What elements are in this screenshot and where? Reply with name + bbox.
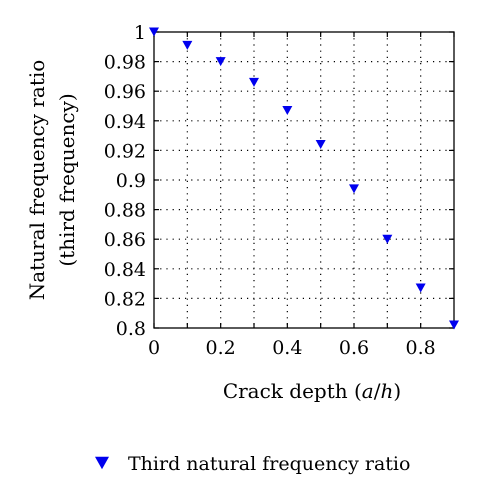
plot-frame <box>153 31 455 329</box>
y-axis-title: Natural frequency ratio (third frequency… <box>25 60 79 301</box>
data-point-0-9 <box>449 320 459 330</box>
y-axis-title-line1: Natural frequency ratio <box>25 60 49 301</box>
y-tick-label-9: 0.98 <box>104 52 146 74</box>
y-tick-labels: 0.8 0.82 0.84 0.86 0.88 0.9 0.92 0.94 0.96 0.98 1 <box>104 22 146 340</box>
grid <box>154 32 454 328</box>
y-tick-label-4: 0.88 <box>104 200 146 222</box>
y-tick-label-2: 0.84 <box>104 259 146 281</box>
data-point-0-5 <box>315 139 326 149</box>
y-tick-label-10: 1 <box>134 22 146 44</box>
y-tick-label-3: 0.86 <box>104 229 146 251</box>
legend-label: Third natural frequency ratio <box>128 453 410 475</box>
y-tick-label-1: 0.82 <box>104 288 146 310</box>
y-tick-label-6: 0.92 <box>104 140 146 162</box>
data-point-0-4 <box>282 105 293 115</box>
data-point-0-3 <box>249 77 259 87</box>
legend-marker-triangle-down-icon <box>95 456 109 470</box>
y-tick-label-8: 0.96 <box>104 81 146 103</box>
data-point-0-7 <box>382 234 393 244</box>
data-point-0-6 <box>349 184 359 194</box>
data-point-0-8 <box>415 283 426 293</box>
x-tick-label-1: 0.2 <box>206 337 236 359</box>
x-tick-labels: 0 0.2 0.4 0.6 0.8 <box>148 337 436 359</box>
y-tick-label-0: 0.8 <box>116 318 146 340</box>
data-points <box>149 27 459 330</box>
x-tick-label-0: 0 <box>148 337 160 359</box>
x-axis-title: Crack depth (a/h) <box>223 379 401 403</box>
y-tick-label-7: 0.94 <box>104 111 146 133</box>
data-point-0-2 <box>215 57 226 67</box>
y-axis-title-line2: (third frequency) <box>55 93 79 266</box>
legend: Third natural frequency ratio <box>95 453 410 475</box>
y-tick-label-5: 0.9 <box>116 170 146 192</box>
x-tick-label-2: 0.4 <box>272 337 302 359</box>
x-tick-label-4: 0.8 <box>406 337 436 359</box>
x-tick-label-3: 0.6 <box>339 337 369 359</box>
data-point-0-1 <box>182 40 193 50</box>
data-point-0-0 <box>149 27 159 37</box>
